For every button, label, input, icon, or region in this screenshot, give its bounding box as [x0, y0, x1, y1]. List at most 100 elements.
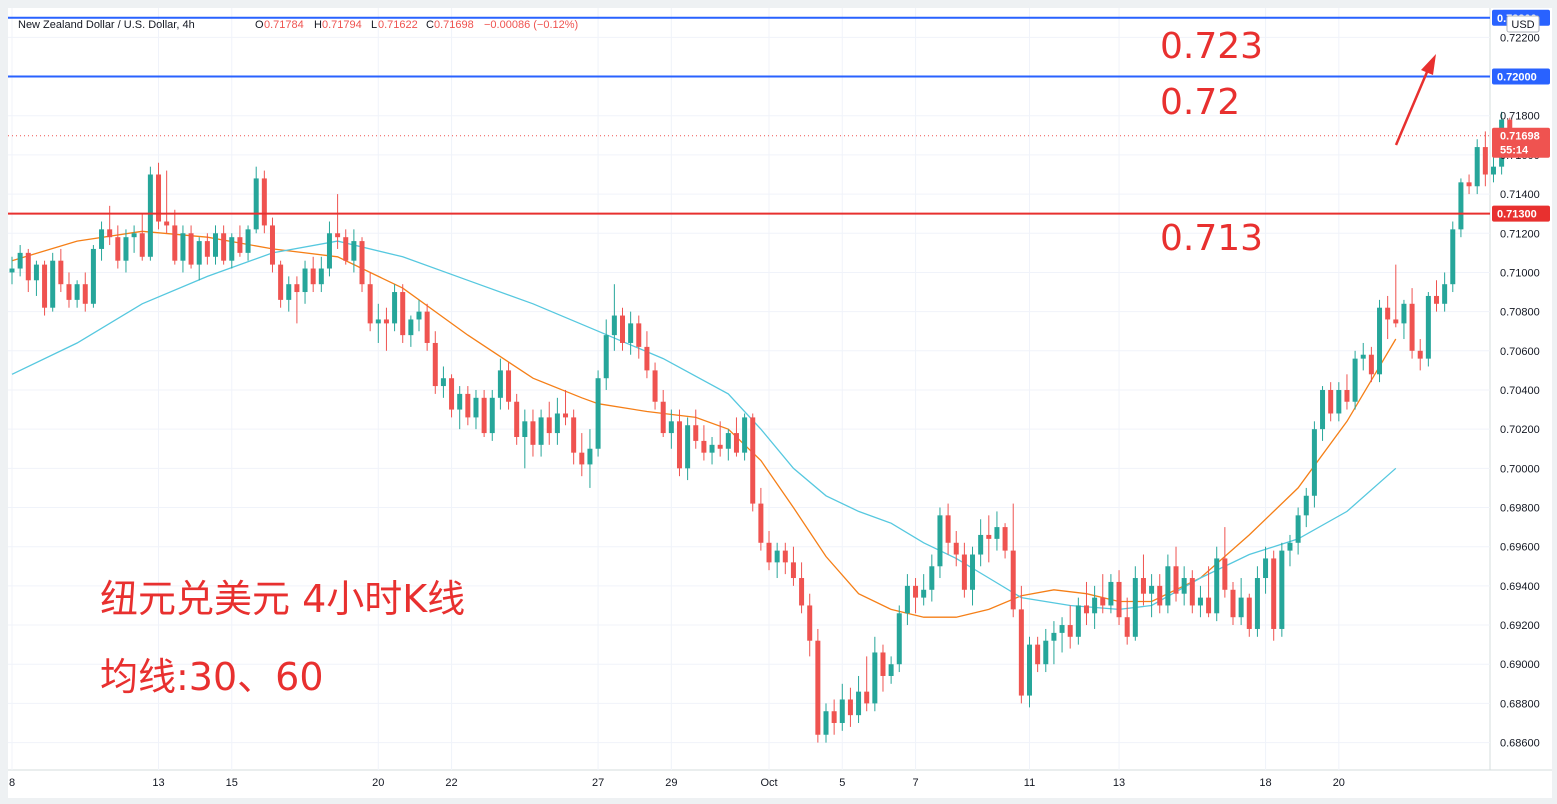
candle-body	[481, 397, 487, 434]
candle	[42, 260, 48, 316]
candle-body	[196, 241, 202, 265]
candle-body	[1100, 597, 1106, 606]
candle	[408, 315, 414, 347]
candle	[1010, 503, 1016, 618]
candle-body	[1116, 581, 1122, 618]
candle-body	[1246, 597, 1252, 629]
candle	[326, 221, 332, 277]
candle-body	[229, 237, 235, 261]
candle-body	[522, 421, 528, 437]
candle-body	[278, 264, 284, 300]
candle-body	[970, 554, 976, 590]
candle-body	[1165, 566, 1171, 606]
price-tick-label: 0.71000	[1500, 267, 1540, 279]
candle	[74, 280, 80, 308]
candle	[50, 252, 56, 312]
candle-body	[1425, 295, 1431, 359]
caption-moving-averages: 均线:30、60	[100, 655, 324, 699]
candle	[473, 389, 479, 430]
horizontal-lines	[8, 16, 1490, 215]
candle-body	[375, 319, 381, 324]
price-tick-label: 0.69600	[1500, 542, 1540, 554]
candle-body	[538, 417, 544, 445]
symbol-title[interactable]: New Zealand Dollar / U.S. Dollar, 4h	[18, 19, 195, 31]
candle	[1417, 339, 1423, 371]
candle	[465, 386, 471, 426]
candle	[1238, 578, 1244, 626]
candle	[652, 362, 658, 410]
candle-body	[571, 417, 577, 453]
time-tick-label: Oct	[760, 777, 777, 789]
candle-body	[888, 664, 894, 676]
candle	[1263, 546, 1269, 594]
candle	[522, 409, 528, 469]
candle	[302, 260, 308, 304]
candle-body	[1181, 578, 1187, 594]
price-tick-label: 0.71200	[1500, 228, 1540, 240]
candle-body	[758, 503, 764, 543]
candle-body	[644, 346, 650, 371]
candle-body	[302, 268, 308, 293]
candle-body	[1108, 581, 1114, 606]
annotation-level-0723: 0.723	[1160, 26, 1263, 67]
candle-body	[115, 237, 121, 261]
price-tick-label: 0.71400	[1500, 189, 1540, 201]
candle-body	[131, 233, 137, 238]
price-badge-0.72000	[1492, 68, 1550, 85]
candle	[245, 225, 251, 261]
time-axis-background	[8, 770, 1552, 798]
time-tick-label: 20	[372, 777, 384, 789]
price-tick-label: 0.70200	[1500, 424, 1540, 436]
candle	[986, 515, 992, 563]
time-axis[interactable]: 8 13 15 20 22 27 29 Oct 5 7 11 13 18 20	[9, 777, 1345, 789]
candle-body	[318, 268, 324, 285]
price-badge-label: 0.71300	[1497, 209, 1537, 221]
price-badge-0.71300	[1492, 205, 1550, 222]
candle-body	[465, 393, 471, 418]
candle-body	[595, 378, 601, 449]
candle	[701, 425, 707, 461]
candle	[367, 272, 373, 332]
candle	[131, 225, 137, 253]
currency-chip[interactable]	[1506, 15, 1540, 33]
candle-body	[221, 233, 227, 261]
candle	[25, 248, 31, 293]
candle	[961, 542, 967, 598]
candle-body	[1059, 625, 1065, 633]
candle	[945, 503, 951, 555]
candle-body	[1466, 182, 1472, 187]
candle	[750, 413, 756, 512]
ma-line-ma30	[11, 230, 1397, 618]
price-tick-label: 0.68600	[1500, 738, 1540, 750]
candle-body	[237, 237, 243, 253]
candle-body	[367, 284, 373, 324]
candle	[888, 656, 894, 684]
candle	[913, 578, 919, 614]
candle-body	[1409, 303, 1415, 351]
candle	[676, 409, 682, 477]
candle-body	[579, 452, 585, 465]
candle-body	[717, 444, 723, 449]
candle-body	[937, 515, 943, 567]
candle-body	[953, 542, 959, 555]
candle	[603, 319, 609, 390]
time-tick-label: 18	[1259, 777, 1271, 789]
candle	[904, 574, 910, 626]
candle	[1092, 585, 1098, 629]
time-tick-label: 27	[592, 777, 604, 789]
candle	[115, 225, 121, 269]
price-axis[interactable]: 0.722000.720000.718000.716000.714000.712…	[1500, 32, 1540, 749]
candle	[1181, 566, 1187, 606]
ohlc-close-value: 0.71698	[434, 19, 474, 31]
candle	[978, 519, 984, 567]
candle-body	[1010, 550, 1016, 610]
ohlc-open-value: 0.71784	[264, 19, 304, 31]
price-tick-label: 0.70800	[1500, 307, 1540, 319]
candle-body	[628, 323, 634, 343]
candle	[611, 284, 617, 351]
time-tick-label: 15	[226, 777, 238, 789]
candle-body	[530, 421, 536, 445]
candle	[1254, 566, 1260, 637]
